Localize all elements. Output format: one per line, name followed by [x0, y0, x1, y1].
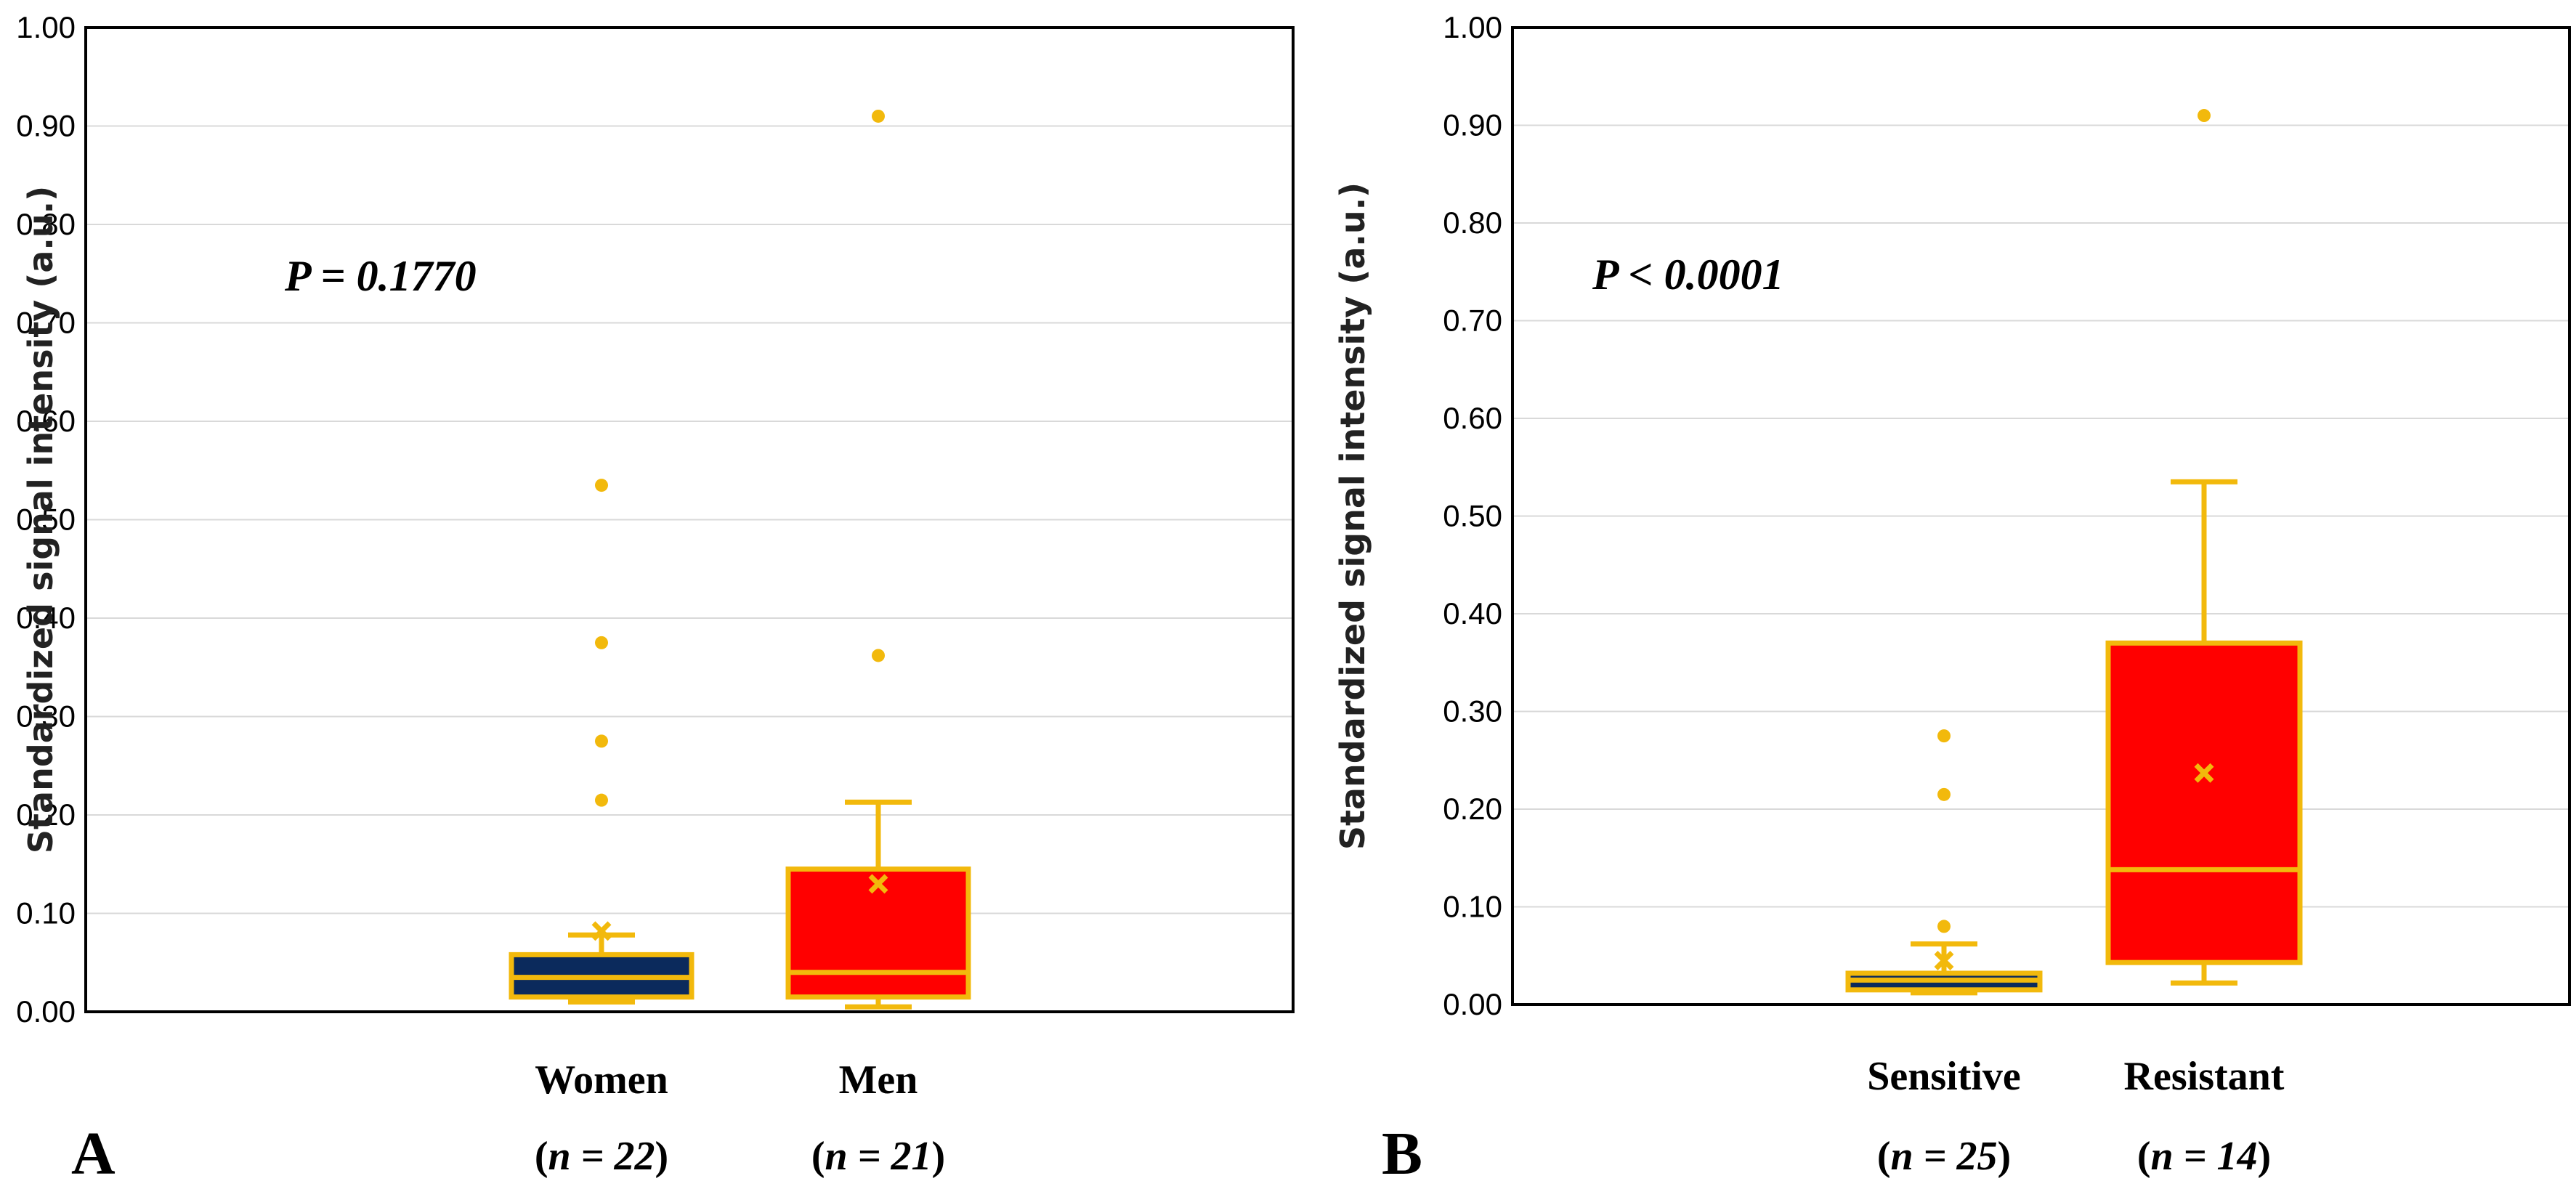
panel-a-outlier-point — [595, 793, 608, 807]
panel-b-y-axis-label: Standardized signal intensity (a.u.) — [1333, 182, 1372, 850]
panel-a-y-tick-label: 0.90 — [16, 109, 76, 143]
panel-b-category-label-1: Sensitive — [1867, 1054, 2021, 1099]
panel-b-plot-frame — [1511, 26, 2571, 1006]
panel-b-y-tick-label: 0.60 — [1443, 401, 1502, 435]
panel-b-y-tick-label: 0.90 — [1443, 108, 1502, 142]
panel-b-y-tick-label: 0.30 — [1443, 694, 1502, 729]
panel-b: 0.00 0.10 0.20 0.30 0.40 0.50 0.60 0.70 0.80 0.90… — [1333, 10, 2571, 1188]
panel-a-y-axis-label: Standardized signal intensity (a.u.) — [21, 186, 60, 853]
panel-b-outlier-point — [1937, 920, 1951, 933]
panel-a: 0.00 0.10 0.20 0.30 0.40 0.50 0.60 0.70 0.80 0.90… — [16, 10, 1295, 1188]
panel-b-y-tick-label: 0.10 — [1443, 890, 1502, 924]
panel-a-category-label-2: Men — [839, 1058, 918, 1103]
panel-a-y-tick-label: 0.00 — [16, 994, 76, 1028]
panel-a-outlier-point — [872, 109, 885, 123]
panel-b-y-ticks: 0.00 0.10 0.20 0.30 0.40 0.50 0.60 0.70 0.80 0.90… — [1443, 10, 1502, 1021]
panel-a-n-label-2: (n = 21) — [811, 1134, 945, 1179]
panel-a-plot-frame — [84, 26, 1295, 1013]
panel-b-gridlines — [1512, 124, 2569, 908]
panel-b-outlier-point — [1937, 787, 1951, 801]
panel-b-y-tick-label: 0.70 — [1443, 304, 1502, 338]
panel-a-gridlines — [86, 125, 1293, 914]
panel-b-p-value: P < 0.0001 — [1592, 251, 1784, 299]
panel-a-outlier-point — [595, 734, 608, 748]
panel-a-y-tick-label: 0.20 — [16, 798, 76, 832]
panel-a-box — [785, 867, 971, 1000]
panel-a-y-tick-label: 0.50 — [16, 503, 76, 537]
panel-a-outlier-point — [595, 479, 608, 492]
panel-b-y-tick-label: 0.50 — [1443, 499, 1502, 533]
panel-a-outlier-point — [595, 636, 608, 649]
panel-b-letter: B — [1382, 1120, 1422, 1188]
panel-b-n-label-1: (n = 25) — [1877, 1134, 2011, 1179]
panel-b-boxes — [1845, 109, 2303, 996]
panel-b-mean-marker — [2194, 763, 2214, 783]
panel-a-y-tick-label: 0.70 — [16, 306, 76, 340]
panel-a-n-label-1: (n = 22) — [535, 1134, 668, 1179]
panel-a-y-tick-label: 0.60 — [16, 404, 76, 438]
panel-b-outlier-point — [2198, 109, 2211, 123]
panel-a-y-tick-label: 0.30 — [16, 699, 76, 734]
panel-b-y-tick-label: 0.00 — [1443, 987, 1502, 1021]
panel-a-boxes — [509, 109, 971, 1010]
panel-b-n-label-2: (n = 14) — [2137, 1134, 2271, 1179]
panel-b-outlier-point — [1937, 729, 1951, 743]
panel-a-outlier-point — [872, 649, 885, 662]
panel-b-y-tick-label: 1.00 — [1443, 10, 1502, 44]
panel-a-p-value: P = 0.1770 — [284, 252, 477, 300]
panel-a-mean-marker — [868, 874, 888, 894]
panel-a-y-tick-label: 0.10 — [16, 896, 76, 930]
panel-a-y-tick-label: 1.00 — [16, 10, 76, 44]
panel-a-letter: A — [71, 1120, 116, 1188]
panel-a-mean-marker — [591, 921, 612, 941]
panel-a-y-ticks: 0.00 0.10 0.20 0.30 0.40 0.50 0.60 0.70 0.80 0.90… — [16, 10, 76, 1028]
panel-a-y-tick-label: 0.40 — [16, 601, 76, 635]
panel-b-y-tick-label: 0.40 — [1443, 596, 1502, 630]
panel-a-category-label-1: Women — [535, 1058, 668, 1103]
panel-b-y-tick-label: 0.80 — [1443, 206, 1502, 240]
panel-b-y-tick-label: 0.20 — [1443, 792, 1502, 826]
panel-a-y-tick-label: 0.80 — [16, 207, 76, 241]
panel-b-mean-marker — [1934, 950, 1954, 970]
panel-b-category-label-2: Resistant — [2124, 1054, 2285, 1099]
panel-b-box — [2105, 640, 2303, 965]
